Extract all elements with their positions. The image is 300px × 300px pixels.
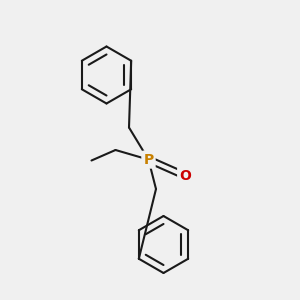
Text: P: P bbox=[143, 153, 154, 166]
Text: O: O bbox=[179, 169, 191, 182]
